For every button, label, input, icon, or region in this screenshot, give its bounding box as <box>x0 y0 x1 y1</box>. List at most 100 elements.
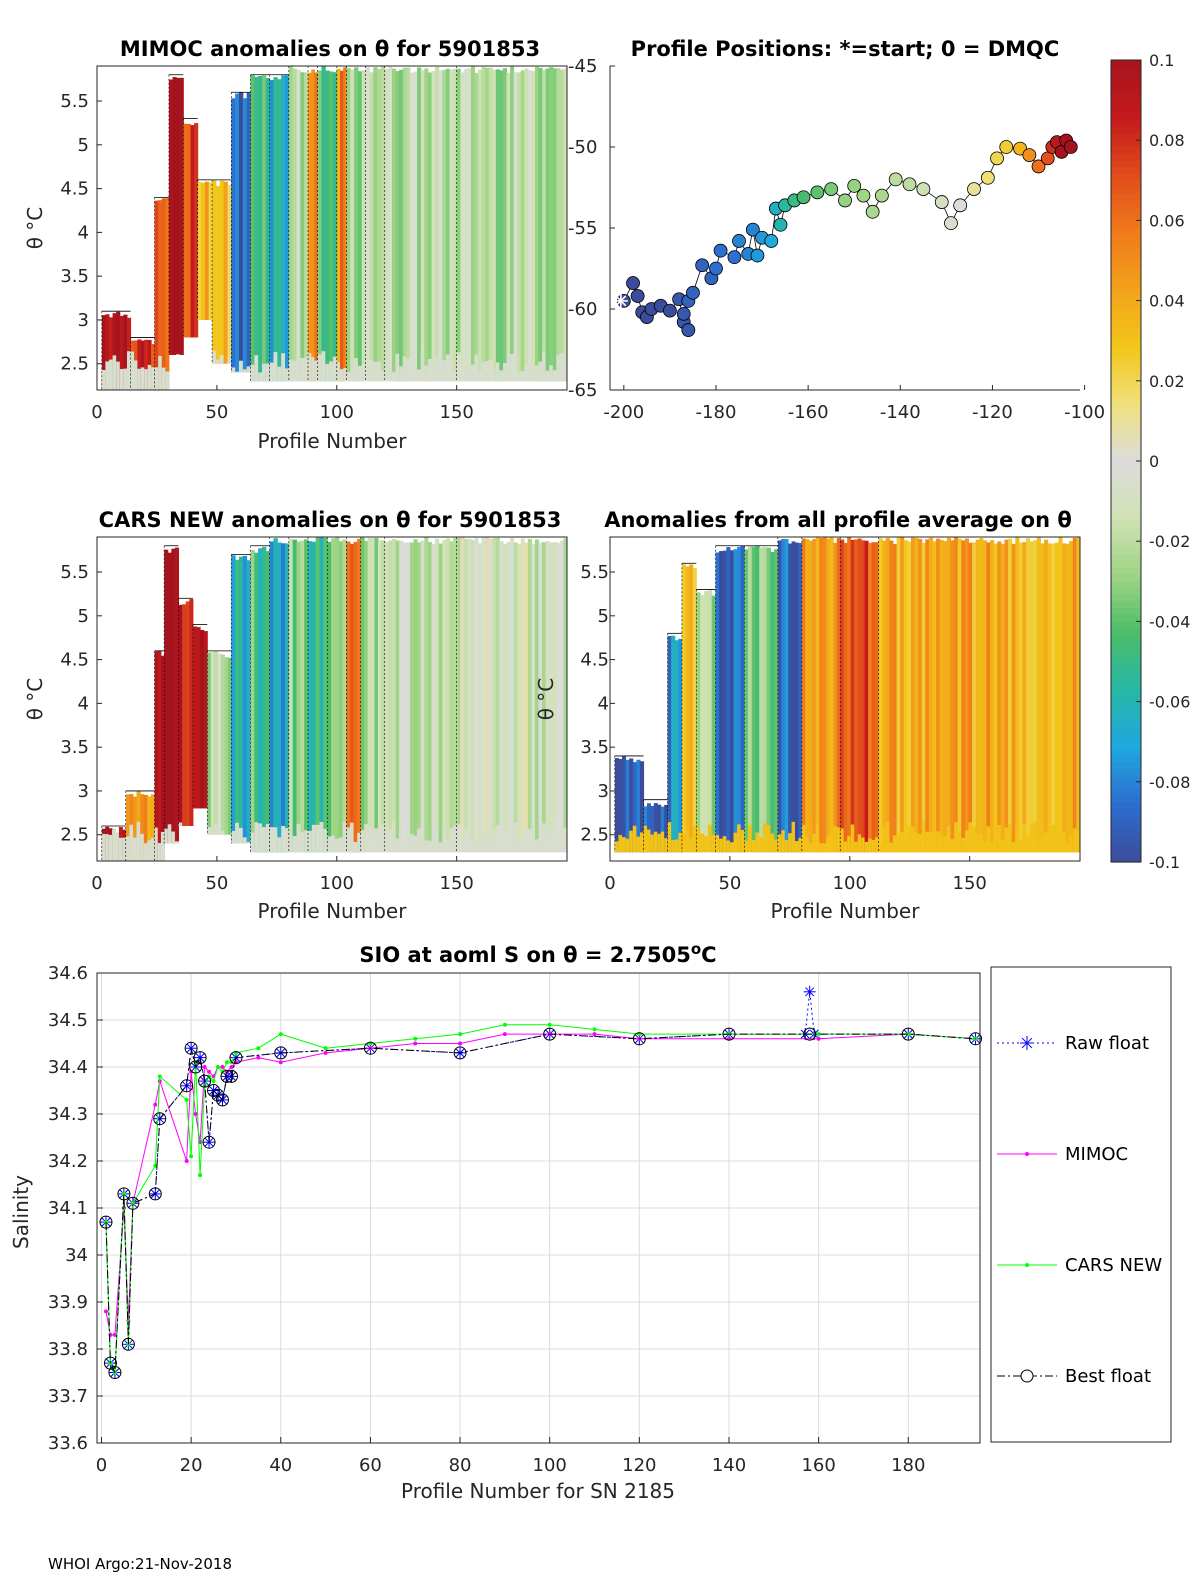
average-heatmap-deep-band <box>1065 841 1070 853</box>
average-heatmap-deep-band <box>621 837 627 853</box>
mimoc-heatmap-deep-band <box>442 360 447 382</box>
cars-xlabel: Profile Number <box>258 899 408 923</box>
cars-heatmap-cell <box>319 537 324 853</box>
mimoc-heatmap-cell <box>223 181 228 364</box>
salinity-data-point <box>207 1069 212 1074</box>
average-heatmap-deep-band <box>715 835 720 853</box>
average-heatmap-cell <box>715 552 720 853</box>
mimoc-heatmap-cell <box>116 311 121 390</box>
positions-xtick-label: -200 <box>603 402 644 423</box>
average-heatmap-deep-band <box>900 831 905 853</box>
mimoc-heatmap-cell <box>158 200 163 390</box>
cars-heatmap-cell <box>246 560 251 844</box>
mimoc-heatmap-cell <box>238 92 244 373</box>
average-heatmap-cell <box>885 538 890 853</box>
average-heatmap-deep-band <box>950 839 955 853</box>
cars-heatmap-deep-band <box>221 830 225 835</box>
average-heatmap-deep-band <box>997 825 1002 853</box>
average-heatmap-cell <box>1029 541 1034 853</box>
colorbar-swatch <box>1111 634 1141 643</box>
cars-heatmap-deep-band <box>538 831 543 853</box>
salinity-data-point <box>224 1069 238 1083</box>
mimoc-heatmap-deep-band <box>339 369 344 382</box>
colorbar: 0.1 0.08 0.06 0.04 0.02 0 -0.02 -0.04 -0.06 -0.08… <box>1110 51 1190 872</box>
average-heatmap-deep-band <box>903 839 908 853</box>
mimoc-heatmap-deep-band <box>380 371 386 382</box>
mimoc-heatmap-deep-band <box>227 357 232 364</box>
cars-heatmap-cell <box>449 541 454 853</box>
cars-heatmap-deep-band <box>364 824 369 853</box>
average-heatmap-cell <box>819 538 824 853</box>
salinity-data-point <box>194 1051 207 1064</box>
cars-heatmap-cell <box>269 541 274 853</box>
mimoc-heatmap-deep-band <box>492 370 497 382</box>
mimoc-heatmap-deep-band <box>277 366 282 382</box>
colorbar-swatch <box>1111 708 1141 716</box>
positions-title: Profile Positions: *=start; 0 = DMQC <box>631 37 1060 61</box>
colorbar-swatch <box>1111 73 1141 81</box>
colorbar-swatch <box>1111 387 1141 395</box>
cars-heatmap-deep-band <box>315 824 321 853</box>
mimoc-heatmap-deep-band <box>215 359 221 364</box>
average-heatmap-cell <box>777 540 782 853</box>
cars-heatmap-cell <box>374 537 379 853</box>
average-heatmap-deep-band <box>777 834 782 853</box>
mimoc-heatmap-cell <box>499 70 504 382</box>
average-heatmap-deep-band <box>646 829 651 853</box>
colorbar-swatch <box>1111 240 1141 248</box>
mimoc-heatmap-cell <box>361 70 367 382</box>
mimoc-heatmap-deep-band <box>556 354 561 382</box>
legend-swatch-marker <box>1020 1036 1034 1050</box>
salinity-data-point <box>126 1318 131 1323</box>
cars-heatmap-deep-band <box>150 838 156 861</box>
average-heatmap-deep-band <box>882 826 887 853</box>
mimoc-heatmap-cell <box>399 69 404 382</box>
colorbar-swatch <box>1111 86 1141 95</box>
mimoc-heatmap-deep-band <box>399 366 404 382</box>
cars-heatmap-cell <box>506 541 511 853</box>
cars-heatmap-deep-band <box>391 822 397 853</box>
mimoc-xlabel: Profile Number <box>258 429 408 453</box>
cars-heatmap-deep-band <box>132 837 138 861</box>
cars-heatmap-cell <box>160 655 165 861</box>
salinity-data-point <box>543 1027 557 1041</box>
colorbar-swatch <box>1111 66 1141 74</box>
cars-heatmap-cell <box>250 550 255 853</box>
salinity-data-point <box>153 1102 158 1107</box>
colorbar-swatch <box>1111 614 1141 622</box>
average-heatmap-deep-band <box>719 838 724 853</box>
salinity-data-point <box>973 1036 978 1041</box>
cars-heatmap-cell <box>499 541 504 853</box>
mimoc-heatmap-cell <box>427 72 433 382</box>
salinity-series-line <box>105 1024 976 1373</box>
colorbar-swatch <box>1111 207 1141 215</box>
cars-heatmap-cell <box>353 541 358 853</box>
salinity-data-point <box>180 1079 194 1093</box>
salinity-data-point <box>99 1215 113 1229</box>
average-heatmap-deep-band <box>964 830 969 853</box>
average-heatmap-cell <box>812 538 817 853</box>
colorbar-swatch <box>1111 380 1141 389</box>
average-heatmap-deep-band <box>928 831 934 853</box>
mimoc-heatmap-cell <box>524 68 529 382</box>
mimoc-heatmap-deep-band <box>350 371 355 382</box>
colorbar-swatch <box>1111 60 1141 68</box>
salinity-data-point <box>803 985 816 998</box>
average-heatmap-cell <box>755 545 760 853</box>
average-heatmap-deep-band <box>1000 839 1005 853</box>
mimoc-heatmap-cell <box>183 123 188 338</box>
cars-heatmap-cell <box>147 796 152 861</box>
mimoc-heatmap-cell <box>101 315 106 390</box>
colorbar-swatch <box>1111 367 1141 375</box>
salinity-title-main: SIO at aoml S on θ = 2.7505 <box>359 943 690 967</box>
colorbar-swatch <box>1111 507 1141 516</box>
cars-heatmap-deep-band <box>510 828 515 853</box>
average-heatmap-cell <box>689 564 694 853</box>
mimoc-heatmap-cell <box>438 70 443 382</box>
cars-heatmap-cell <box>164 549 169 844</box>
average-heatmap-deep-band <box>812 833 817 853</box>
salinity-xtick-label: 160 <box>801 1455 835 1476</box>
cars-heatmap-deep-band <box>485 835 490 853</box>
salinity-title-sup: o <box>691 940 701 958</box>
mimoc-heatmap-deep-band <box>235 371 240 373</box>
